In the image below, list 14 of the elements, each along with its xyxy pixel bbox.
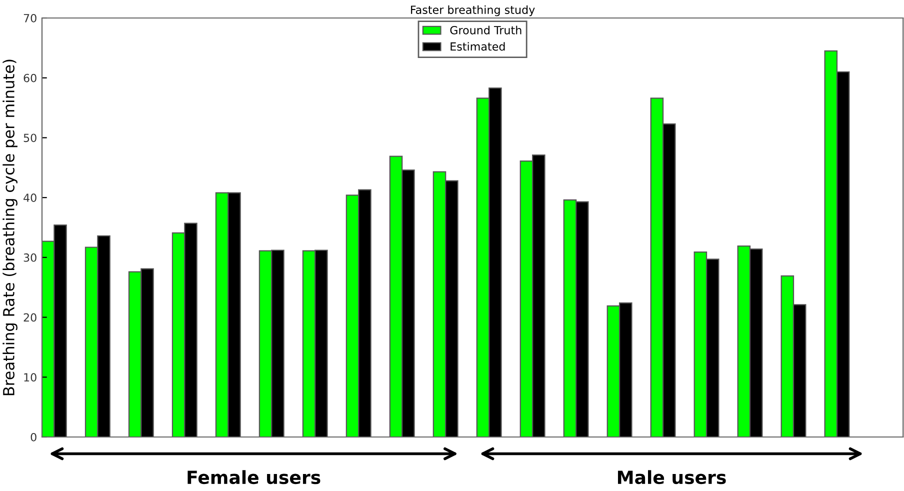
y-axis-title: Breathing Rate (breathing cycle per minute) [2, 60, 18, 396]
y-tick-label: 70 [24, 14, 36, 22]
y-tick-label: 60 [24, 74, 36, 82]
text: Male users [618, 470, 726, 484]
y-tick-label: 0 [30, 432, 36, 442]
y-tick-label: 50 [24, 134, 36, 142]
legend-label: Estimated [450, 42, 505, 51]
chart-title: Faster breathing study [411, 5, 535, 16]
legend-label: Ground Truth [450, 26, 522, 34]
text: Female users [188, 470, 320, 484]
y-tick-label: 20 [24, 313, 36, 322]
y-tick-label: 40 [24, 194, 36, 202]
y-tick-label: 10 [24, 373, 36, 382]
y-tick-label: 30 [24, 253, 36, 262]
